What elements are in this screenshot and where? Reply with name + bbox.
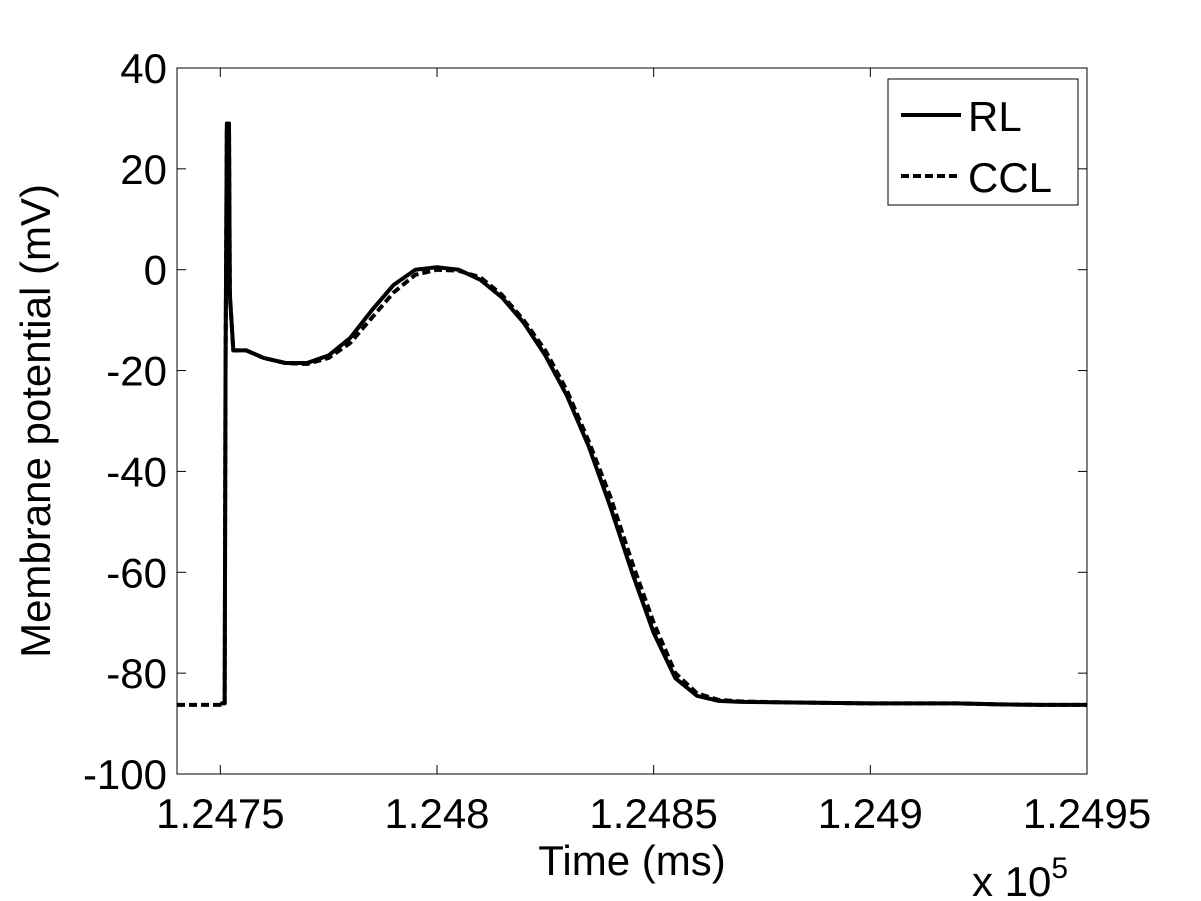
legend-box — [887, 78, 1079, 206]
x-tick-label: 1.2475 — [156, 790, 284, 837]
y-tick-label: -40 — [106, 448, 167, 495]
legend-label-rl: RL — [968, 93, 1022, 140]
y-tick-label: 40 — [120, 45, 167, 92]
y-tick-label: 20 — [120, 146, 167, 193]
x-tick-label: 1.248 — [384, 790, 489, 837]
legend: RL CCL — [887, 78, 1079, 206]
y-tick-label: -20 — [106, 348, 167, 395]
x-axis-multiplier-exponent: 5 — [1051, 852, 1068, 885]
axis-tick-labels: -100 -80 -60 -40 -20 0 20 40 1.2475 1.248 1.2485 1.… — [83, 45, 1151, 837]
legend-label-ccl: CCL — [968, 154, 1052, 201]
x-axis-multiplier: x 105 — [972, 852, 1068, 901]
y-tick-label: -100 — [83, 751, 167, 798]
x-axis-multiplier-base: x 10 — [972, 858, 1051, 901]
x-tick-label: 1.2485 — [589, 790, 717, 837]
plot-frame — [176, 67, 1088, 775]
axis-ticks — [177, 67, 1088, 775]
y-axis-label: Membrane potential (mV) — [12, 184, 59, 658]
y-tick-label: -80 — [106, 650, 167, 697]
x-axis-label: Time (ms) — [538, 837, 725, 884]
plot-lines — [177, 121, 1087, 707]
x-tick-label: 1.249 — [818, 790, 923, 837]
x-tick-label: 1.2495 — [1023, 790, 1151, 837]
y-tick-label: -60 — [106, 549, 167, 596]
y-tick-label: 0 — [144, 247, 167, 294]
series-line-ccl — [177, 126, 1087, 707]
